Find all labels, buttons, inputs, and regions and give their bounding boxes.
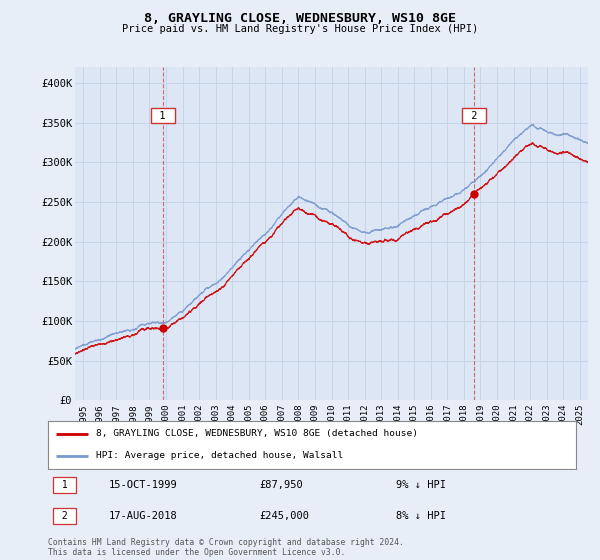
Text: 8, GRAYLING CLOSE, WEDNESBURY, WS10 8GE: 8, GRAYLING CLOSE, WEDNESBURY, WS10 8GE <box>144 12 456 25</box>
Text: 1: 1 <box>153 110 172 120</box>
Text: £245,000: £245,000 <box>259 511 309 521</box>
Text: 2: 2 <box>56 511 74 521</box>
Text: 8% ↓ HPI: 8% ↓ HPI <box>397 511 446 521</box>
Text: 2: 2 <box>465 110 484 120</box>
Text: Price paid vs. HM Land Registry's House Price Index (HPI): Price paid vs. HM Land Registry's House … <box>122 24 478 34</box>
Text: 8, GRAYLING CLOSE, WEDNESBURY, WS10 8GE (detached house): 8, GRAYLING CLOSE, WEDNESBURY, WS10 8GE … <box>95 430 418 438</box>
Text: 9% ↓ HPI: 9% ↓ HPI <box>397 480 446 490</box>
Text: HPI: Average price, detached house, Walsall: HPI: Average price, detached house, Wals… <box>95 451 343 460</box>
Text: 1: 1 <box>56 480 74 490</box>
Text: 15-OCT-1999: 15-OCT-1999 <box>109 480 178 490</box>
Text: Contains HM Land Registry data © Crown copyright and database right 2024.
This d: Contains HM Land Registry data © Crown c… <box>48 538 404 557</box>
Text: £87,950: £87,950 <box>259 480 303 490</box>
Text: 17-AUG-2018: 17-AUG-2018 <box>109 511 178 521</box>
